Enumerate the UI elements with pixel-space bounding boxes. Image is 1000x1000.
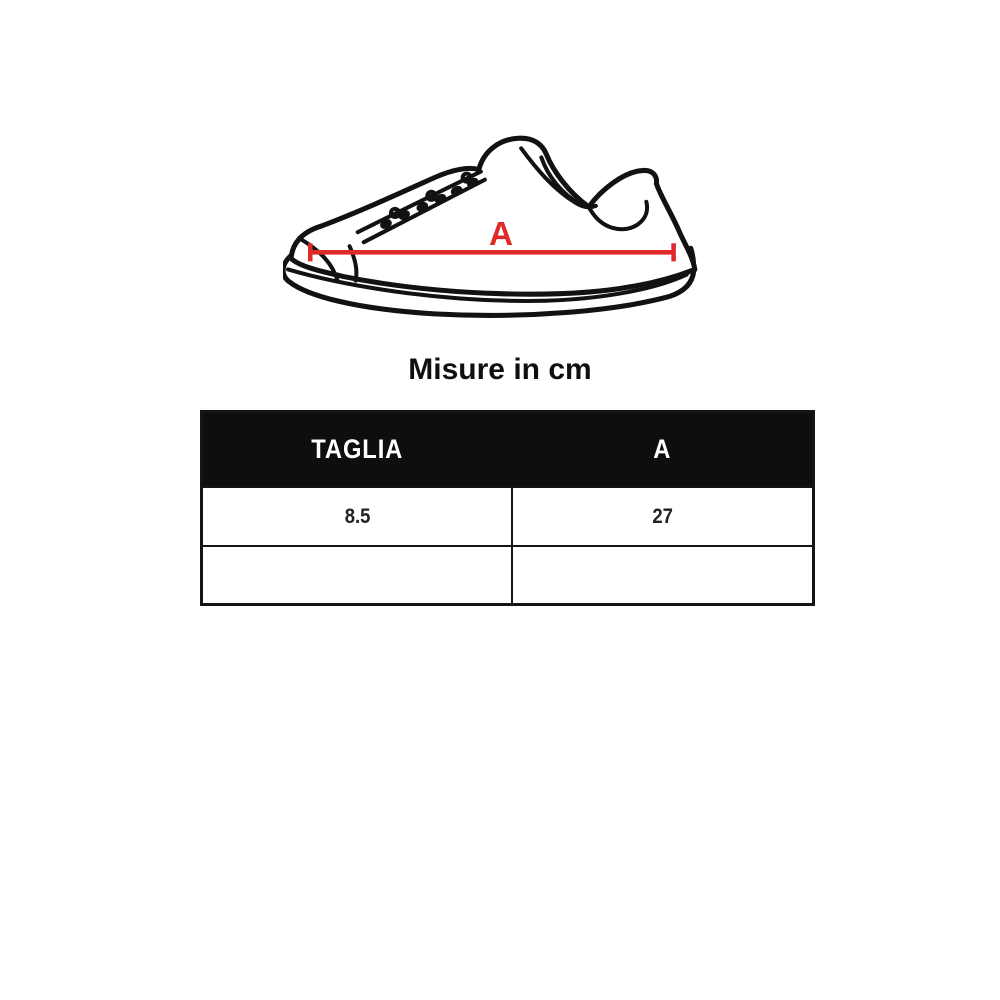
measure-value: 27 [652,504,673,528]
size-table-container: TAGLIA A 8.5 27 [200,410,815,606]
col-header-a-label: A [653,434,672,464]
table-row [200,545,815,606]
page-title: Misure in cm [408,353,592,386]
size-table: TAGLIA A 8.5 27 [200,410,815,606]
table-header-row: TAGLIA A [200,410,815,488]
shoe-svg: A [283,135,698,318]
size-value: 8.5 [344,504,371,528]
cell-measure-value: 27 [511,486,815,547]
col-header-taglia-label: TAGLIA [311,434,404,464]
shoe-figure: A [283,116,717,320]
midsole-seam [286,267,689,303]
cell-empty [511,545,815,606]
lace-loops [388,171,473,220]
toe-cap-seam [297,236,340,283]
measurement-label: A [489,216,513,253]
vamp-seam [347,244,359,283]
col-header-a: A [511,410,815,488]
table-row: 8.5 27 [200,486,815,547]
eyestay-line-top [355,169,483,235]
lace-eyelets [380,177,479,229]
heel-padding-line [586,199,650,232]
col-header-taglia: TAGLIA [200,410,514,488]
shoe-upper-outline [288,135,698,297]
cell-empty [200,545,514,606]
cell-size-value: 8.5 [200,486,514,547]
